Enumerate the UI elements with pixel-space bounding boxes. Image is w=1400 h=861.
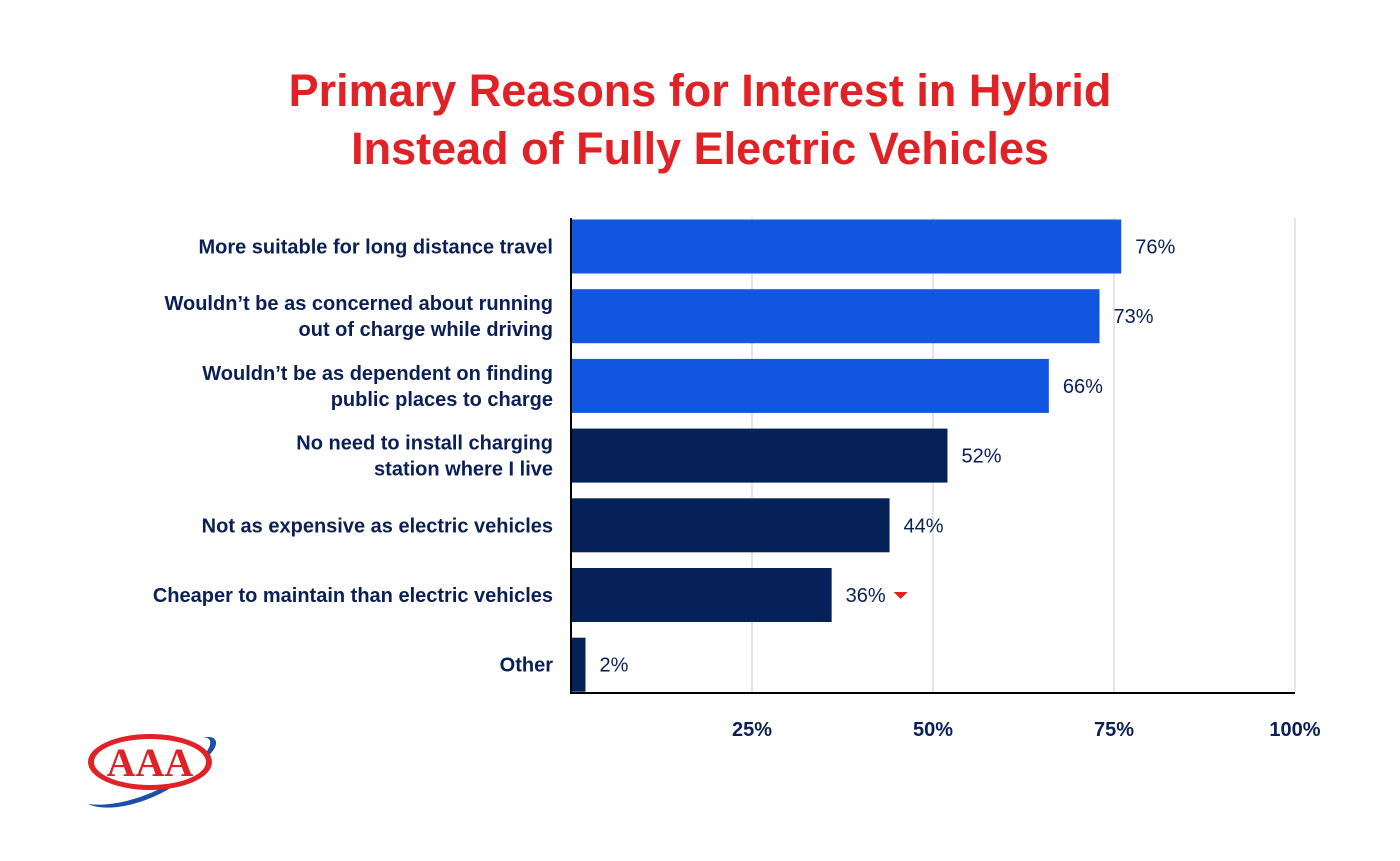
axes xyxy=(570,218,1295,694)
aaa-logo: AAA xyxy=(88,734,217,808)
bar-2 xyxy=(571,358,1049,413)
category-label-1-line-1: out of charge while driving xyxy=(299,319,553,341)
bar-1 xyxy=(571,289,1100,344)
category-labels: More suitable for long distance travel Wo… xyxy=(153,237,553,677)
bars xyxy=(571,219,1122,692)
x-tick-label-25: 25% xyxy=(732,719,772,741)
decrease-marker-icon xyxy=(893,592,908,599)
category-label-2-line-0: Wouldn’t be as dependent on finding xyxy=(202,363,553,385)
x-tick-label-75: 75% xyxy=(1094,719,1134,741)
bar-5 xyxy=(571,568,832,622)
logo-oval-inner xyxy=(94,739,206,785)
category-label-6-line-0: Other xyxy=(500,655,554,677)
value-label-1: 73% xyxy=(1114,306,1154,328)
chart-title-line-1: Primary Reasons for Interest in Hybrid xyxy=(288,65,1112,116)
value-label-6: 2% xyxy=(599,655,628,677)
category-label-3-line-1: station where I live xyxy=(374,459,553,481)
value-label-0: 76% xyxy=(1135,237,1175,259)
category-label-0-line-0: More suitable for long distance travel xyxy=(198,237,553,259)
value-labels: 76% 73% 66% 52% 44% 36% 2% xyxy=(599,237,1175,677)
bar-0 xyxy=(571,219,1122,274)
chart-title-line-2: Instead of Fully Electric Vehicles xyxy=(351,123,1049,174)
value-label-5: 36% xyxy=(846,585,886,607)
category-label-3-line-0: No need to install charging xyxy=(296,433,553,455)
x-tick-label-100: 100% xyxy=(1269,719,1320,741)
x-tick-labels: 25% 50% 75% 100% xyxy=(732,719,1321,741)
value-label-4: 44% xyxy=(904,515,944,537)
bar-3 xyxy=(571,428,948,483)
logo-text: AAA xyxy=(107,740,194,785)
category-label-1-line-0: Wouldn’t be as concerned about running xyxy=(164,293,553,315)
value-label-2: 66% xyxy=(1063,376,1103,398)
chart-title: Primary Reasons for Interest in Hybrid I… xyxy=(0,62,1400,178)
x-tick-label-50: 50% xyxy=(913,719,953,741)
bar-4 xyxy=(571,498,890,553)
category-label-4-line-0: Not as expensive as electric vehicles xyxy=(202,515,553,537)
category-label-5-line-0: Cheaper to maintain than electric vehicl… xyxy=(153,585,553,607)
value-label-3: 52% xyxy=(961,446,1001,468)
bar-6 xyxy=(571,637,586,692)
category-label-2-line-1: public places to charge xyxy=(331,389,553,411)
